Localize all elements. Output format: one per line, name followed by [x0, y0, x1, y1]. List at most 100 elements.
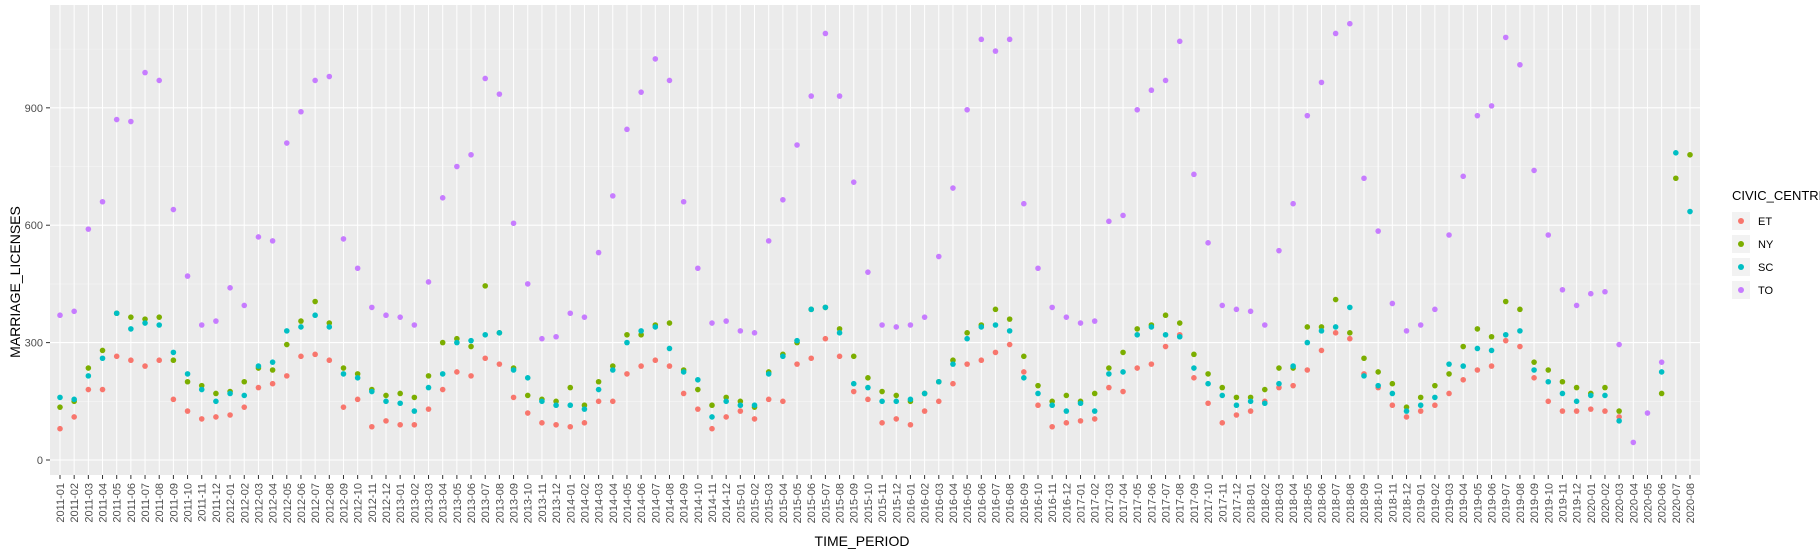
data-point-ny [1261, 386, 1268, 393]
data-point-sc [1176, 333, 1183, 340]
data-point-sc [907, 396, 914, 403]
data-point-to [780, 196, 786, 203]
data-point-sc [1191, 365, 1197, 371]
data-point-ny [397, 390, 403, 397]
data-point-et [609, 398, 616, 405]
data-point-to [1091, 318, 1098, 324]
data-point-to [964, 106, 970, 113]
data-point-to [340, 236, 347, 242]
data-point-to [1545, 232, 1552, 238]
data-point-ny [128, 314, 134, 320]
x-tick-label: 2017-04 [1118, 483, 1130, 523]
data-point-et [1021, 369, 1027, 375]
data-point-to [907, 322, 914, 328]
data-point-sc [99, 355, 106, 362]
data-point-et [808, 355, 815, 362]
data-point-sc [283, 328, 290, 334]
data-point-ny [1191, 351, 1197, 358]
data-point-ny [1531, 359, 1537, 365]
data-point-et [510, 394, 517, 401]
data-point-sc [85, 373, 92, 379]
x-tick-label: 2012-05 [282, 483, 294, 523]
x-tick-label: 2012-11 [367, 483, 379, 523]
data-point-et [57, 425, 63, 432]
data-point-to [822, 30, 829, 37]
x-tick-label: 2011-03 [83, 483, 95, 523]
x-tick-label: 2016-04 [948, 483, 960, 523]
x-tick-label: 2017-06 [1146, 483, 1158, 523]
data-point-et [1573, 408, 1580, 414]
data-point-to [723, 318, 729, 324]
data-point-et [1531, 375, 1537, 381]
data-points [57, 20, 1693, 446]
data-point-sc [808, 306, 815, 313]
data-point-to [425, 279, 432, 285]
x-tick-label: 2014-11 [707, 483, 719, 523]
data-point-to [99, 198, 106, 205]
data-point-sc [1276, 380, 1282, 387]
x-tick-label: 2015-01 [735, 483, 747, 523]
x-tick-label: 2016-01 [905, 483, 917, 523]
data-point-ny [1446, 371, 1452, 377]
data-point-sc [241, 392, 248, 399]
data-point-ny [524, 392, 531, 399]
x-tick-label: 2013-10 [523, 483, 535, 523]
x-tick-label: 2019-01 [1416, 483, 1428, 523]
x-tick-label: 2019-05 [1472, 483, 1484, 523]
legend-label-et: ET [1758, 216, 1772, 228]
data-point-to [1162, 77, 1169, 84]
data-point-et [1318, 347, 1325, 354]
data-point-ny [99, 347, 106, 354]
data-point-et [893, 416, 900, 422]
data-point-ny [1049, 398, 1055, 405]
data-point-et [1403, 414, 1410, 420]
data-point-sc [1389, 390, 1396, 397]
x-tick-label: 2017-10 [1203, 483, 1215, 523]
x-tick-label: 2020-03 [1614, 483, 1626, 523]
data-point-to [1290, 200, 1296, 207]
data-point-sc [227, 390, 233, 397]
data-point-to [57, 312, 63, 319]
data-point-ny [213, 390, 219, 397]
data-point-et [326, 357, 333, 364]
data-point-et [1134, 365, 1141, 371]
data-point-sc [312, 312, 318, 319]
x-tick-label: 2013-03 [424, 483, 436, 523]
data-point-sc [1106, 371, 1112, 377]
data-point-to [1361, 175, 1367, 182]
data-point-ny [1276, 365, 1282, 371]
x-tick-label: 2015-02 [750, 483, 762, 523]
data-point-ny [1035, 382, 1041, 389]
x-tick-label: 2017-11 [1217, 483, 1229, 523]
data-point-ny [1304, 324, 1311, 330]
x-tick-label: 2011-12 [211, 483, 223, 523]
data-point-to [935, 253, 942, 260]
data-point-to [765, 238, 772, 244]
x-tick-label: 2011-01 [55, 483, 67, 523]
x-tick-label: 2015-09 [849, 483, 861, 523]
data-point-to [695, 265, 701, 272]
x-tick-label: 2016-08 [1005, 483, 1017, 523]
data-point-et [695, 406, 701, 412]
y-tick-label: 900 [25, 103, 43, 115]
data-point-sc [1332, 324, 1339, 330]
data-point-et [524, 410, 531, 416]
data-point-et [1332, 330, 1339, 336]
data-point-et [1049, 423, 1055, 430]
data-point-ny [1205, 371, 1211, 377]
x-tick-label: 2012-01 [225, 483, 237, 523]
data-point-to [298, 108, 304, 115]
x-tick-label: 2019-08 [1515, 483, 1527, 523]
data-point-to [1587, 290, 1594, 297]
data-point-sc [1673, 150, 1679, 156]
data-point-ny [1474, 326, 1481, 332]
data-point-sc [369, 388, 375, 395]
x-tick-label: 2016-12 [1061, 483, 1073, 523]
data-point-to [1474, 112, 1481, 119]
data-point-et [128, 357, 134, 364]
x-tick-label: 2015-10 [863, 483, 875, 523]
data-point-sc [71, 396, 77, 403]
data-point-to [1205, 240, 1211, 246]
plot-panel [50, 5, 1700, 475]
data-point-et [283, 373, 290, 379]
